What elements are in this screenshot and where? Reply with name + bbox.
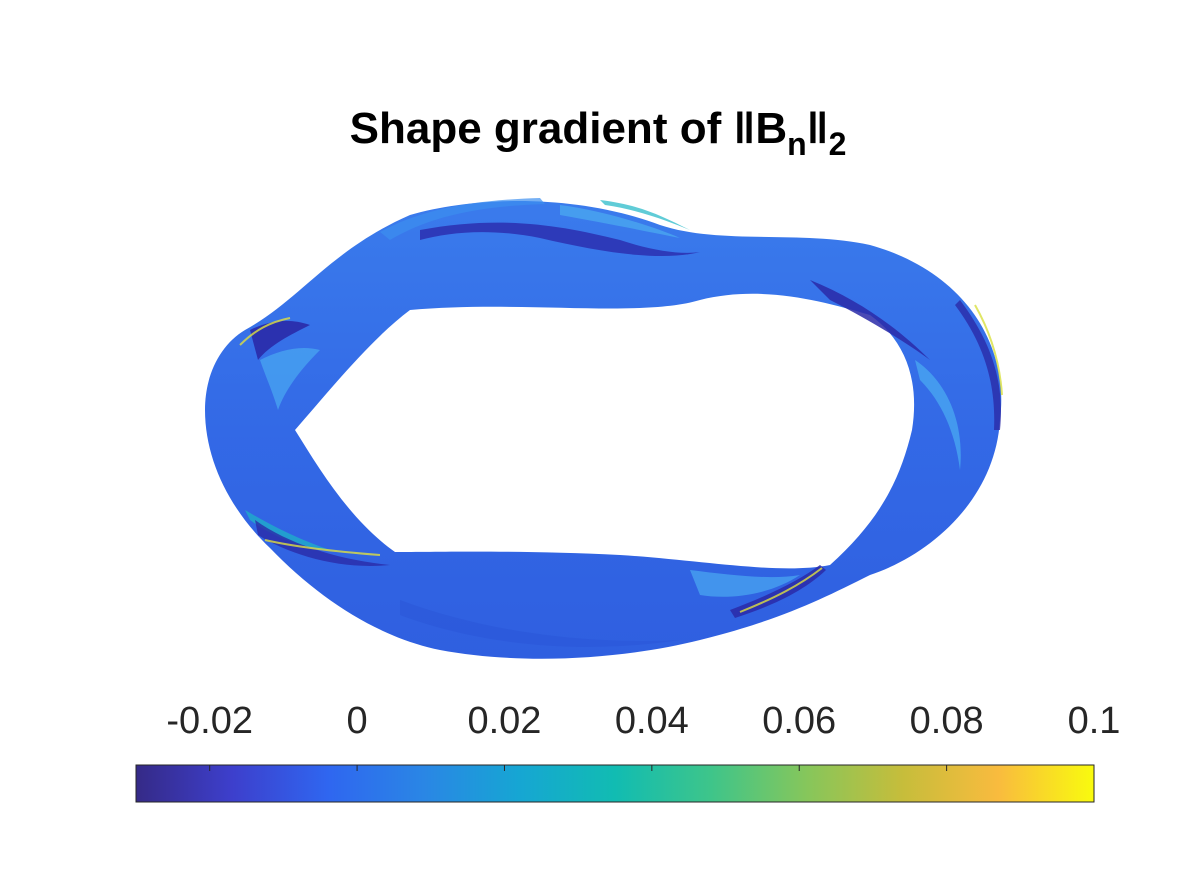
band-right-rim: [955, 300, 1001, 430]
band-top-edge: [380, 198, 545, 240]
title-subscript-n: n: [787, 126, 807, 162]
band-top-dark-stripe: [420, 222, 700, 257]
title-subscript-2: 2: [828, 126, 847, 162]
band-right-yellow-edge: [974, 304, 1003, 396]
band-bottom-stripe: [730, 565, 826, 618]
band-left-yellow-edge: [239, 317, 291, 346]
band-left-dark: [250, 320, 310, 360]
colorbar-gradient: [135, 764, 1095, 803]
title-prefix: Shape gradient of: [349, 104, 734, 153]
title-norm-open: ‖B: [733, 104, 788, 153]
colorbar-tick-label: 0: [346, 700, 368, 742]
band-bottom-shadow: [400, 600, 680, 647]
torus-inner-hole: [295, 293, 915, 569]
band-left-yellow-lower: [264, 539, 381, 556]
band-right-light: [915, 360, 961, 470]
band-bottom-yellow: [739, 567, 823, 613]
band-top-cyan: [600, 200, 690, 230]
band-bottom-light: [690, 570, 800, 597]
colorbar-tick-label: 0.08: [909, 700, 984, 742]
colorbar-tick-label: -0.02: [166, 700, 253, 742]
colorbar-tick-label: 0.04: [614, 700, 689, 742]
band-right-dark: [810, 280, 930, 360]
colorbar-tick-labels: -0.02 0 0.02 0.04 0.06 0.08 0.1: [0, 700, 1196, 750]
colorbar-tick-label: 0.02: [467, 700, 542, 742]
band-top-light: [560, 205, 680, 238]
colorbar-tick-label: 0.1: [1067, 700, 1121, 742]
band-left-light: [260, 348, 320, 410]
title-norm-close: ‖: [806, 104, 829, 153]
plot-title: Shape gradient of ‖Bn‖2: [0, 104, 1196, 162]
colorbar-tick-label: 0.06: [762, 700, 837, 742]
